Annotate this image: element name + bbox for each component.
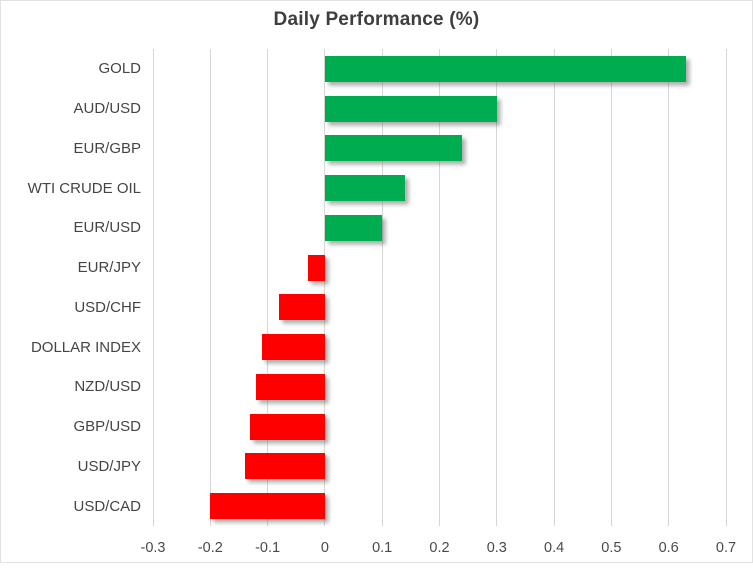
gridline: [439, 49, 440, 526]
gridline: [324, 49, 326, 526]
gridline: [267, 49, 269, 526]
category-label: EUR/USD: [73, 219, 141, 237]
x-tick-label: -0.1: [255, 540, 281, 556]
x-tick-label: 0: [320, 540, 329, 556]
bar-gold: [324, 55, 686, 82]
x-tick-label: 0.3: [486, 540, 507, 556]
x-tick-label: 0.1: [372, 540, 393, 556]
bar-gbp-usd: [250, 413, 325, 440]
x-tick-label: -0.2: [197, 540, 223, 556]
plot-area: [152, 49, 727, 526]
gridline: [553, 49, 555, 526]
x-tick-label: 0.2: [429, 540, 450, 556]
gridline: [381, 49, 383, 526]
bar-wti-crude-oil: [324, 175, 406, 202]
category-label: GBP/USD: [73, 418, 141, 436]
gridline: [496, 49, 498, 526]
category-label: EUR/JPY: [77, 259, 141, 277]
gridline: [152, 49, 154, 526]
gridline: [209, 49, 211, 526]
bar-eur-gbp: [324, 135, 463, 162]
gridline: [610, 49, 612, 526]
category-label: GOLD: [98, 60, 141, 78]
bar-usd-cad: [210, 493, 325, 520]
category-label: USD/CHF: [74, 298, 141, 316]
bar-usd-jpy: [244, 453, 325, 480]
bar-dollar-index: [261, 334, 325, 361]
x-tick-label: 0.7: [715, 540, 737, 556]
bar-aud-usd: [324, 95, 497, 122]
category-label: WTI CRUDE OIL: [27, 179, 141, 197]
category-label: DOLLAR INDEX: [30, 338, 141, 356]
x-tick-label: 0.6: [658, 540, 679, 556]
bar-usd-chf: [279, 294, 325, 321]
category-label: NZD/USD: [74, 378, 141, 396]
bar-eur-usd: [324, 214, 383, 241]
bar-eur-jpy: [307, 254, 325, 281]
x-tick-label: -0.3: [140, 540, 166, 556]
x-tick-label: 0.4: [544, 540, 565, 556]
chart-title: Daily Performance (%): [273, 9, 480, 30]
category-label: AUD/USD: [73, 100, 141, 118]
category-label: USD/JPY: [77, 457, 141, 475]
gridline: [668, 49, 670, 526]
x-axis-tick-labels: -0.3 -0.2 -0.1 0 0.1 0.2 0.3 0.4 0.5 0.6 0.7: [1, 537, 752, 559]
category-label: EUR/GBP: [73, 139, 141, 157]
y-axis-category-labels: GOLD AUD/USD EUR/GBP WTI CRUDE OIL EUR/USD EU…: [1, 49, 141, 526]
category-label: USD/CAD: [73, 497, 141, 515]
gridline: [725, 49, 727, 526]
bar-nzd-usd: [256, 373, 325, 400]
x-tick-label: 0.5: [601, 540, 622, 556]
